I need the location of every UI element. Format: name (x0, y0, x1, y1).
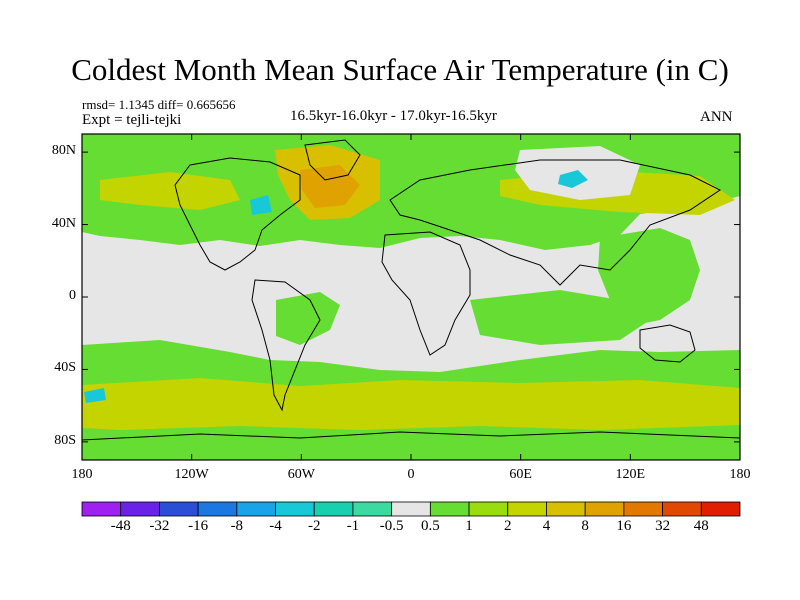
lon-label: 120E (615, 467, 646, 482)
lon-label: 60W (287, 467, 315, 482)
warming-band-north-pacific (100, 172, 240, 210)
colorbar-swatch (352, 501, 393, 517)
colorbar-swatch (391, 501, 431, 517)
colorbar-swatch (120, 501, 160, 517)
colorbar-swatch (507, 501, 547, 517)
colorbar-swatch (429, 501, 470, 517)
colorbar-label: 48 (693, 518, 709, 534)
lon-label: 180 (71, 467, 93, 482)
warming-band-southern-ocean (82, 378, 740, 430)
colorbar-swatch (662, 501, 702, 517)
coastline-australia (639, 324, 696, 363)
colorbar-swatch (468, 501, 509, 517)
colorbar-swatch (584, 501, 625, 517)
coastline-greenland (304, 139, 361, 181)
colorbar-label: -4 (269, 518, 282, 534)
colorbar-swatch (700, 501, 741, 517)
coastline-africa (381, 231, 471, 356)
lon-label: 60E (509, 467, 532, 482)
lat-label: 80S (54, 432, 76, 448)
cooling-patch-canada (250, 195, 272, 215)
warming-region-indian-ocean (470, 290, 650, 345)
colorbar-label: -32 (149, 518, 170, 534)
colorbar-swatch (197, 501, 238, 517)
colorbar-swatch (546, 501, 586, 517)
colorbar-label: 16 (616, 518, 632, 534)
coastline-south-america (251, 279, 321, 412)
colorbar-label: 32 (655, 518, 671, 534)
colorbar-label: -8 (230, 518, 244, 534)
colorbar-label: -2 (307, 518, 321, 534)
neutral-region-tropics (82, 250, 330, 300)
coastlines (82, 139, 740, 441)
lat-label: 40N (51, 215, 76, 231)
period-label: 16.5kyr-16.0kyr - 17.0kyr-16.5kyr (290, 108, 497, 124)
colorbar-swatch (275, 501, 315, 517)
colorbar-label: 8 (581, 518, 589, 534)
lat-label: 0 (69, 288, 76, 303)
colorbar-swatch (81, 501, 122, 517)
colorbar-swatch (236, 501, 276, 517)
colorbar-swatch (313, 501, 354, 517)
lon-label: 120W (174, 467, 209, 482)
lon-label: 0 (407, 467, 415, 482)
colorbar-label: 0.5 (420, 518, 440, 534)
coastline-eurasia (389, 159, 721, 286)
colorbar-label: -16 (188, 518, 209, 534)
colorbar (81, 501, 741, 517)
colorbar-label: 2 (504, 518, 512, 534)
cooling-patch-southern-ocean (84, 388, 106, 403)
map-title: Coldest Month Mean Surface Air Temperatu… (71, 52, 729, 87)
map-field (82, 134, 740, 460)
colorbar-swatch (159, 501, 199, 517)
colorbar-label: -48 (110, 518, 131, 534)
colorbar-label: -1 (346, 518, 360, 534)
lat-label: 80N (51, 143, 76, 159)
colorbar-label: 4 (542, 518, 551, 534)
colorbar-label: 1 (465, 518, 473, 534)
axis-ticks (81, 134, 741, 460)
lat-label: 40S (54, 360, 76, 376)
season-label: ANN (700, 109, 733, 125)
lon-label: 180 (729, 467, 751, 482)
coastline-north-america (174, 157, 301, 271)
experiment-label: Expt = tejli-tejki (82, 112, 182, 128)
warming-region-east-asia (598, 228, 700, 326)
colorbar-swatch (623, 501, 663, 517)
warming-region-tropical-pacific (276, 292, 340, 345)
cooling-patch-arctic (558, 170, 588, 188)
coastline-antarctica (82, 431, 740, 441)
stats-label: rmsd= 1.1345 diff= 0.665656 (82, 97, 236, 112)
colorbar-label: -0.5 (379, 518, 404, 534)
